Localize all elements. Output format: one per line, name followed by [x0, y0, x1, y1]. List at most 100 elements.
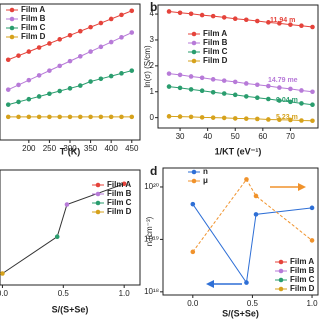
legend-label: Film D [107, 207, 132, 216]
data-point [98, 44, 104, 50]
series-line [192, 178, 313, 253]
legend-marker [9, 25, 15, 31]
series-line [2, 183, 125, 274]
data-point [26, 77, 32, 83]
legend-label: Film A [203, 29, 227, 38]
legend-marker [278, 286, 284, 292]
data-point [177, 114, 183, 119]
x-tick-label: 0.0 [0, 289, 9, 298]
data-point [36, 73, 42, 78]
data-point [108, 39, 114, 45]
data-point [177, 72, 183, 78]
data-point [255, 82, 260, 88]
x-tick-label: 50 [231, 132, 240, 141]
data-point [77, 114, 83, 120]
x-tick-label: 40 [203, 132, 212, 141]
data-point [277, 21, 282, 26]
legend-marker [9, 16, 15, 22]
data-point [243, 81, 249, 86]
data-point [67, 58, 73, 64]
panel-label: b [150, 0, 157, 14]
x-tick-label: 70 [286, 132, 295, 141]
x-tick-label: 60 [258, 132, 267, 141]
data-point [26, 49, 32, 54]
data-point [199, 115, 205, 120]
data-point [64, 202, 70, 207]
legend-label: Film A [21, 5, 45, 14]
legend-marker [191, 58, 197, 64]
legend-label: Film A [290, 257, 314, 266]
data-point [177, 85, 183, 91]
data-point [310, 102, 315, 107]
data-point [266, 117, 271, 122]
data-point [299, 118, 304, 123]
data-point [277, 98, 282, 103]
data-point [190, 249, 196, 255]
x-tick-label: 0.5 [58, 289, 70, 298]
y-axis-title: n (cm⁻³) [145, 216, 154, 246]
data-point [5, 57, 11, 63]
data-point [255, 116, 260, 122]
x-tick-label: 250 [43, 144, 57, 153]
y-tick-label: 10¹⁹ [144, 235, 159, 244]
legend-marker [95, 200, 101, 206]
data-point [266, 96, 271, 102]
x-axis-title: T (K) [60, 146, 81, 156]
data-point [221, 78, 227, 83]
x-tick-label: 0.0 [187, 299, 199, 308]
data-point [119, 35, 124, 40]
data-point [188, 114, 194, 120]
data-point [277, 117, 282, 123]
data-point [188, 87, 194, 92]
legend-marker [95, 182, 101, 188]
data-point [253, 193, 259, 199]
data-point [310, 24, 315, 30]
data-point [108, 16, 114, 22]
data-point [88, 24, 93, 30]
legend-label: n [203, 167, 208, 176]
data-point [166, 114, 172, 119]
series-line [192, 203, 313, 284]
data-point [177, 10, 183, 16]
data-point [232, 92, 238, 98]
data-point [47, 114, 52, 120]
data-point [67, 114, 73, 120]
x-tick-label: 0.5 [247, 299, 259, 308]
legend-label: Film B [21, 14, 46, 23]
plot-frame [0, 169, 141, 286]
data-point [129, 114, 135, 120]
data-point [47, 41, 52, 46]
panel-label: d [150, 164, 157, 178]
y-axis-title: ln(σ) (S/cm) [143, 45, 152, 88]
data-point [232, 116, 238, 121]
data-point [243, 17, 249, 23]
data-point [244, 177, 249, 182]
x-tick-label: 300 [63, 144, 77, 153]
data-point [5, 102, 11, 107]
data-point [57, 114, 63, 120]
data-point [266, 20, 271, 25]
data-point [243, 116, 249, 121]
data-point [299, 101, 304, 106]
legend-label: Film A [107, 180, 131, 189]
data-point [16, 99, 21, 105]
data-point [16, 82, 21, 88]
y-tick-label: 2 [150, 61, 155, 70]
data-point [243, 94, 249, 99]
legend-marker [191, 178, 197, 184]
y-tick-label: 10¹⁸ [144, 287, 159, 296]
data-point [0, 271, 5, 276]
x-axis-title: S/(S+Se) [52, 304, 89, 314]
data-point [166, 84, 172, 89]
y-tick-label: 0 [150, 113, 155, 122]
data-point [166, 71, 172, 76]
data-point [221, 91, 227, 96]
data-point [88, 114, 93, 120]
legend-label: Film B [290, 266, 315, 275]
data-point [188, 74, 194, 79]
legend-label: Film C [203, 47, 228, 56]
data-point [255, 95, 260, 101]
data-point [16, 114, 21, 120]
data-point [108, 73, 114, 79]
data-point [98, 20, 104, 26]
